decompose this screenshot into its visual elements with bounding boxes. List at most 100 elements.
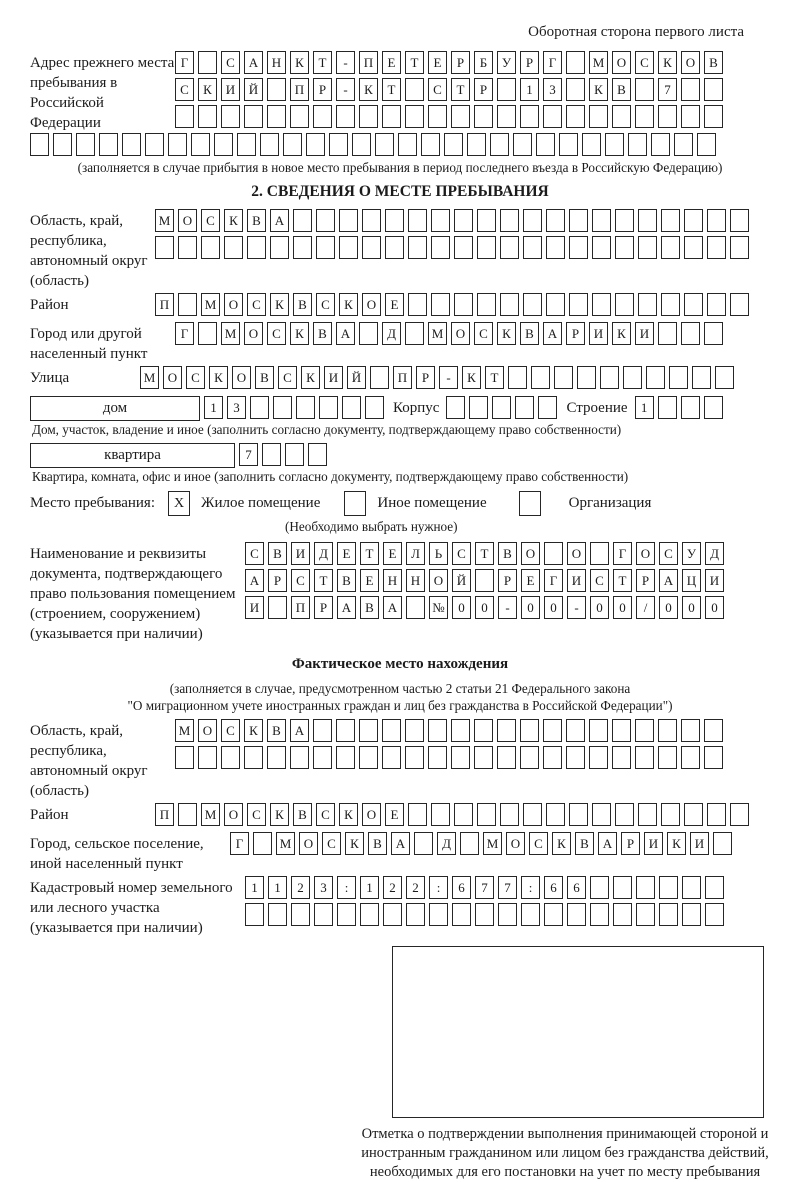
char-cell[interactable] (245, 903, 264, 926)
char-cell[interactable] (382, 746, 401, 769)
char-cell[interactable] (520, 105, 539, 128)
char-cell[interactable] (658, 322, 677, 345)
char-cell[interactable] (536, 133, 555, 156)
char-cell[interactable]: Е (383, 542, 402, 565)
char-cell[interactable]: 6 (567, 876, 586, 899)
char-cell[interactable]: С (452, 542, 471, 565)
char-cell[interactable] (198, 105, 217, 128)
char-cell[interactable]: И (690, 832, 709, 855)
char-cell[interactable] (566, 78, 585, 101)
char-cell[interactable] (635, 105, 654, 128)
char-cell[interactable] (638, 209, 657, 232)
char-cell[interactable]: М (140, 366, 159, 389)
char-cell[interactable]: А (391, 832, 410, 855)
char-cell[interactable] (612, 746, 631, 769)
char-cell[interactable]: Р (416, 366, 435, 389)
char-cell[interactable] (566, 719, 585, 742)
char-cell[interactable]: С (186, 366, 205, 389)
char-cell[interactable] (454, 803, 473, 826)
char-cell[interactable] (431, 293, 450, 316)
char-cell[interactable] (658, 746, 677, 769)
char-cell[interactable]: Т (451, 78, 470, 101)
char-cell[interactable] (428, 105, 447, 128)
char-cell[interactable]: Й (244, 78, 263, 101)
char-cell[interactable] (730, 293, 749, 316)
char-cell[interactable] (362, 209, 381, 232)
char-cell[interactable]: Е (385, 293, 404, 316)
char-cell[interactable]: Д (705, 542, 724, 565)
char-cell[interactable]: А (336, 322, 355, 345)
char-cell[interactable]: В (293, 803, 312, 826)
char-cell[interactable] (543, 746, 562, 769)
char-cell[interactable] (405, 746, 424, 769)
char-cell[interactable]: С (635, 51, 654, 74)
char-cell[interactable] (713, 832, 732, 855)
char-cell[interactable] (680, 396, 700, 419)
char-cell[interactable] (730, 236, 749, 259)
char-cell[interactable]: - (336, 78, 355, 101)
char-cell[interactable] (122, 133, 141, 156)
char-cell[interactable] (635, 719, 654, 742)
char-cell[interactable] (703, 396, 723, 419)
char-cell[interactable]: Й (347, 366, 366, 389)
char-cell[interactable] (260, 133, 279, 156)
char-cell[interactable] (704, 105, 723, 128)
char-cell[interactable]: : (521, 876, 540, 899)
char-cell[interactable] (569, 236, 588, 259)
char-cell[interactable] (705, 876, 724, 899)
char-cell[interactable] (352, 133, 371, 156)
char-cell[interactable] (636, 876, 655, 899)
char-cell[interactable]: 1 (634, 396, 654, 419)
char-cell[interactable] (308, 443, 327, 466)
char-cell[interactable]: К (301, 366, 320, 389)
char-cell[interactable]: О (178, 209, 197, 232)
char-cell[interactable]: В (612, 78, 631, 101)
char-cell[interactable]: : (337, 876, 356, 899)
char-cell[interactable] (313, 746, 332, 769)
char-cell[interactable] (582, 133, 601, 156)
char-cell[interactable] (191, 133, 210, 156)
char-cell[interactable] (681, 746, 700, 769)
char-cell[interactable] (500, 803, 519, 826)
char-cell[interactable]: С (221, 719, 240, 742)
char-cell[interactable] (155, 236, 174, 259)
char-cell[interactable]: 0 (613, 596, 632, 619)
char-cell[interactable] (600, 366, 619, 389)
char-cell[interactable] (515, 396, 535, 419)
char-cell[interactable]: О (567, 542, 586, 565)
char-cell[interactable] (646, 366, 665, 389)
char-cell[interactable]: С (278, 366, 297, 389)
char-cell[interactable] (612, 105, 631, 128)
char-cell[interactable]: - (498, 596, 517, 619)
char-cell[interactable] (705, 903, 724, 926)
checkbox-other-premises[interactable] (344, 491, 367, 516)
char-cell[interactable] (270, 236, 289, 259)
char-cell[interactable] (329, 133, 348, 156)
char-cell[interactable] (490, 133, 509, 156)
char-cell[interactable] (615, 236, 634, 259)
char-cell[interactable]: К (589, 78, 608, 101)
char-cell[interactable] (523, 293, 542, 316)
char-cell[interactable]: М (589, 51, 608, 74)
char-cell[interactable] (589, 719, 608, 742)
char-cell[interactable]: / (636, 596, 655, 619)
char-cell[interactable] (175, 105, 194, 128)
char-cell[interactable] (658, 105, 677, 128)
char-cell[interactable]: М (175, 719, 194, 742)
char-cell[interactable] (513, 133, 532, 156)
char-cell[interactable] (337, 903, 356, 926)
char-cell[interactable]: А (270, 209, 289, 232)
char-cell[interactable] (638, 803, 657, 826)
char-cell[interactable] (467, 133, 486, 156)
char-cell[interactable] (590, 876, 609, 899)
char-cell[interactable] (178, 236, 197, 259)
char-cell[interactable]: Е (360, 569, 379, 592)
char-cell[interactable] (431, 209, 450, 232)
char-cell[interactable]: В (268, 542, 287, 565)
char-cell[interactable] (498, 903, 517, 926)
char-cell[interactable] (704, 719, 723, 742)
char-cell[interactable] (730, 209, 749, 232)
char-cell[interactable] (681, 78, 700, 101)
char-cell[interactable] (319, 396, 338, 419)
char-cell[interactable] (444, 133, 463, 156)
